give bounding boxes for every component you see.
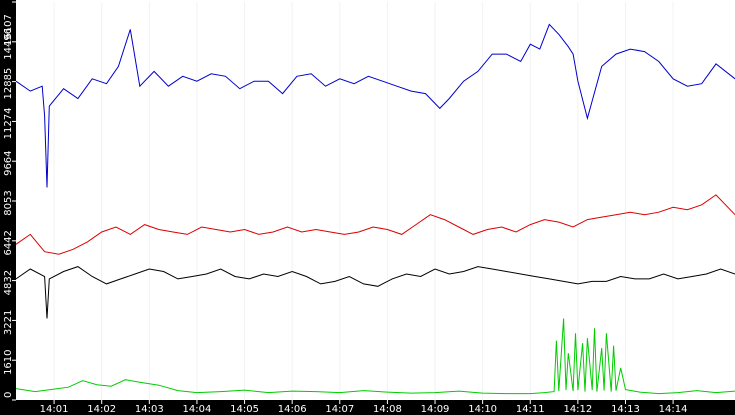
series-layer xyxy=(15,23,735,395)
series-line-1 xyxy=(15,194,735,255)
y-tick-label: 11274 xyxy=(3,108,14,140)
x-tick-label: 14:12 xyxy=(563,404,592,415)
y-tick-label: 4832 xyxy=(3,270,14,295)
series-line-3 xyxy=(15,318,735,395)
y-tick-label: 1610 xyxy=(3,349,14,374)
x-tick-label: 14:14 xyxy=(659,404,688,415)
y-tick-label: 9664 xyxy=(3,150,14,175)
x-tick-label: 14:07 xyxy=(325,404,354,415)
y-tick-label: 6442 xyxy=(3,230,14,255)
x-gridlines xyxy=(53,2,674,400)
x-tick-label: 14:10 xyxy=(468,404,497,415)
y-tick-label: 3221 xyxy=(3,310,14,335)
y-axis-ticks: 0 1610 3221 4832 6442 8053 9664 11274 12885 14496… xyxy=(3,1,16,401)
y-tick-label: 8053 xyxy=(3,190,14,215)
y-tick-label: 16107 xyxy=(3,14,14,46)
y-tick-label: 12885 xyxy=(3,68,14,100)
series-line-0 xyxy=(15,23,735,188)
x-axis-ticks: 14:01 14:02 14:03 14:04 14:05 14:06 14:07 14:08… xyxy=(40,400,688,415)
y-axis-bar xyxy=(0,0,16,415)
y-tick-label: 0 xyxy=(3,392,14,398)
y-tick-label: 14496 xyxy=(3,28,14,60)
x-axis-bar xyxy=(0,400,735,415)
x-tick-label: 14:04 xyxy=(183,404,212,415)
x-tick-label: 14:11 xyxy=(516,404,545,415)
x-tick-label: 14:05 xyxy=(230,404,259,415)
series-line-2 xyxy=(15,266,735,319)
x-tick-label: 14:06 xyxy=(278,404,307,415)
x-tick-label: 14:01 xyxy=(40,404,69,415)
x-tick-label: 14:09 xyxy=(421,404,450,415)
x-tick-label: 14:02 xyxy=(87,404,116,415)
x-tick-label: 14:03 xyxy=(135,404,164,415)
x-tick-label: 14:13 xyxy=(611,404,640,415)
x-tick-label: 14:08 xyxy=(373,404,402,415)
